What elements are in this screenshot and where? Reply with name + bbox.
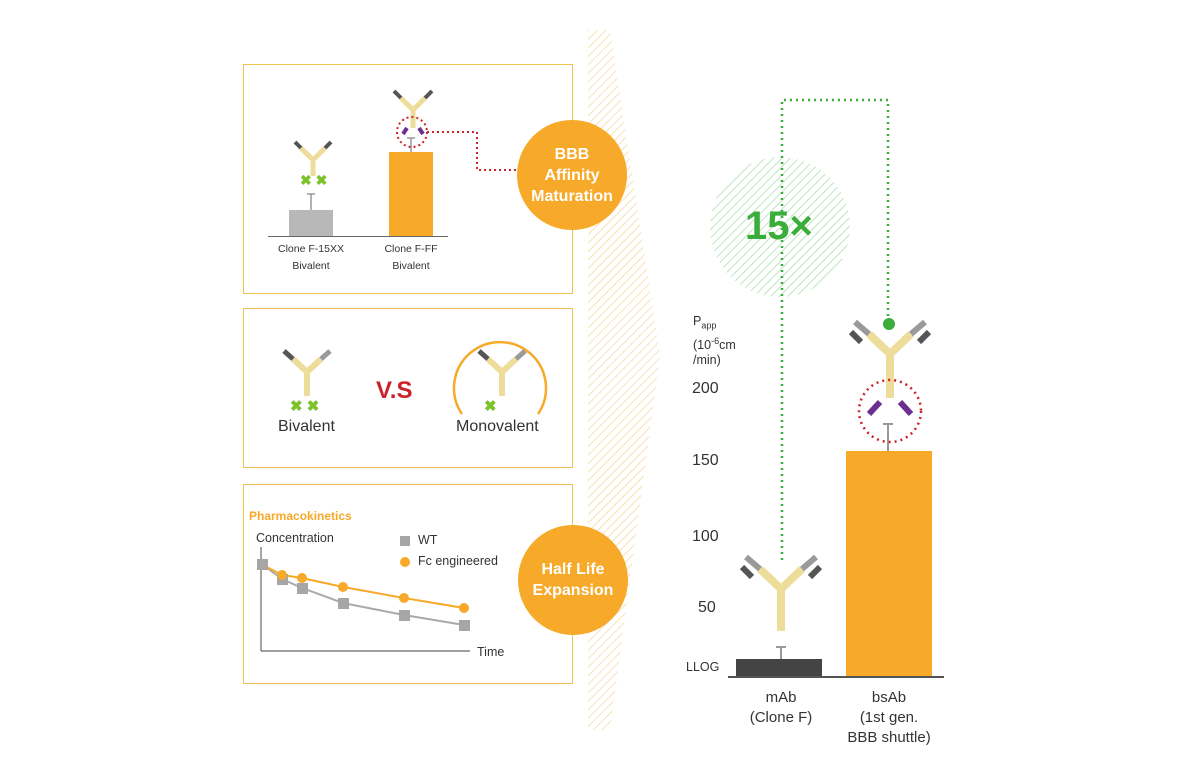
bar-label-line1: Clone F-15XX [278, 243, 344, 255]
vs-label: V.S [376, 377, 413, 404]
category-line: (1st gen. [859, 709, 919, 726]
y-axis-unit: Papp (10-6cm /min) [693, 314, 736, 368]
fold-change-connector [780, 98, 890, 560]
epitope-icon: ✖ ✖ [290, 398, 320, 415]
errorbar-bsab [883, 423, 893, 451]
errorbar-mab [776, 646, 786, 659]
bbb-affinity-badge: BBB Affinity Maturation [517, 120, 627, 230]
bar-label-line2: Bivalent [392, 260, 430, 272]
antibody-icon [282, 349, 332, 396]
unit-line3: /min) [693, 352, 721, 367]
monovalent-label: Monovalent [456, 418, 539, 435]
fold-change-label: 15× [745, 204, 813, 248]
bar-clone-fff [389, 152, 433, 236]
legend-fc-label: Fc engineered [418, 554, 498, 568]
fold-change-circle [710, 157, 850, 297]
unit-p: P [693, 314, 702, 328]
unit-sup: -6 [711, 335, 720, 346]
legend-wt-label: WT [418, 533, 438, 547]
category-bsab: bsAb (1st gen. BBB shuttle) [834, 688, 944, 748]
category-line: mAb [765, 689, 797, 706]
y-tick-50: 50 [698, 599, 716, 616]
binding-dot [883, 318, 895, 330]
errorbar-clone-f15xx [307, 193, 315, 210]
category-line: (Clone F) [749, 709, 813, 726]
legend-fc-marker [400, 557, 410, 567]
bar-bsab [846, 451, 932, 676]
bar-mab [736, 659, 822, 676]
antibody-icon [848, 319, 932, 417]
monovalent-circle [452, 340, 548, 415]
badge-text: Half Life Expansion [532, 561, 614, 599]
category-mab: mAb (Clone F) [738, 688, 824, 728]
epitope-icon: ✖ ✖ [300, 172, 328, 188]
unit-sub: app [701, 320, 717, 331]
bivalent-label: Bivalent [278, 418, 335, 435]
bar-label-clone-f15xx: Clone F-15XX Bivalent [271, 241, 351, 275]
errorbar-clone-fff [407, 137, 415, 152]
pk-x-label: Time [477, 645, 505, 659]
valency-panel [243, 308, 573, 468]
affinity-baseline [268, 236, 448, 237]
bar-label-clone-fff: Clone F-FF Bivalent [371, 241, 451, 275]
affinity-highlight-connector [396, 116, 520, 171]
unit-a: (10 [693, 337, 712, 352]
category-line: bsAb [871, 689, 907, 706]
llog-label: LLOG [686, 660, 720, 674]
antibody-icon [477, 349, 527, 396]
category-line: BBB shuttle) [847, 729, 931, 746]
antibody-icon [293, 140, 333, 176]
y-tick-100: 100 [692, 528, 719, 545]
bar-clone-f15xx [289, 210, 333, 236]
unit-b: cm [719, 337, 736, 352]
affinity-highlight-circle [857, 378, 923, 444]
y-tick-200: 200 [692, 380, 719, 397]
bar-label-line1: Clone F-FF [384, 243, 438, 255]
legend-wt-marker [400, 536, 410, 546]
badge-text: BBB Affinity Maturation [531, 145, 613, 205]
bar-label-line2: Bivalent [292, 260, 330, 272]
epitope-icon: ✖ [484, 398, 497, 415]
pk-y-label: Concentration [256, 531, 334, 545]
main-baseline [728, 676, 944, 678]
pk-chart [257, 547, 470, 652]
antibody-icon [392, 89, 434, 136]
y-tick-150: 150 [692, 452, 719, 469]
pk-title: Pharmacokinetics [249, 509, 352, 523]
antibody-icon [739, 554, 823, 631]
half-life-badge: Half Life Expansion [518, 525, 628, 635]
